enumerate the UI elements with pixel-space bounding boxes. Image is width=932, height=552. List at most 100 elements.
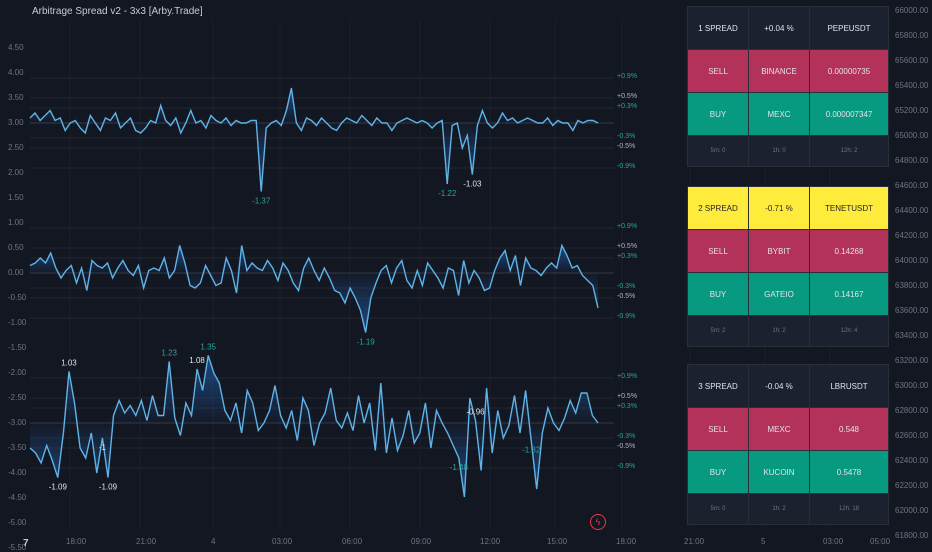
buy-price: 0.000007347 bbox=[809, 92, 889, 136]
spread-line-PEPEUSDT bbox=[29, 87, 599, 192]
sell-price: 0.14268 bbox=[809, 229, 889, 273]
right-axis-tick: 62800.00 bbox=[895, 406, 929, 415]
spread-label: 1 SPREAD bbox=[687, 6, 749, 50]
time-axis-tick: 21:00 bbox=[136, 537, 157, 546]
right-axis-tick: 63400.00 bbox=[895, 331, 929, 340]
level-label: +0.5% bbox=[617, 93, 638, 100]
stat-12h: 12h: 2 bbox=[809, 135, 889, 167]
left-axis-tick: -3.50 bbox=[8, 443, 27, 452]
stat-12h: 12h: 4 bbox=[809, 315, 889, 347]
left-axis-tick: -2.50 bbox=[8, 393, 27, 402]
level-label: -0.3% bbox=[617, 283, 636, 290]
level-label: -0.3% bbox=[617, 133, 636, 140]
stat-12h: 12h: 18 bbox=[809, 493, 889, 525]
table-row: 5m: 0 1h: 0 12h: 2 bbox=[687, 135, 889, 167]
sell-exchange: BYBIT bbox=[748, 229, 810, 273]
level-label: -0.5% bbox=[617, 293, 636, 300]
right-axis-tick: 64600.00 bbox=[895, 181, 929, 190]
right-axis-tick: 62400.00 bbox=[895, 456, 929, 465]
right-axis-tick: 64400.00 bbox=[895, 206, 929, 215]
left-axis-tick: -1.50 bbox=[8, 343, 27, 352]
spread-line-LBRUSDT bbox=[29, 355, 599, 498]
buy-price: 0.14167 bbox=[809, 272, 889, 316]
left-axis-tick: -1.00 bbox=[8, 318, 27, 327]
time-axis-tick: 06:00 bbox=[342, 537, 363, 546]
right-axis-tick: 66000.00 bbox=[895, 6, 929, 15]
right-axis-tick: 61800.00 bbox=[895, 531, 929, 540]
spread-value: -0.71 % bbox=[748, 186, 810, 230]
right-axis-tick: 62600.00 bbox=[895, 431, 929, 440]
table-row: BUY MEXC 0.000007347 bbox=[687, 92, 889, 136]
time-axis-tick: 05:00 bbox=[870, 537, 891, 546]
sell-exchange: MEXC bbox=[748, 407, 810, 451]
table-row: SELL BYBIT 0.14268 bbox=[687, 229, 889, 273]
spread-annotation: -1.32 bbox=[522, 446, 541, 455]
stat-1h: 1h: 0 bbox=[748, 135, 810, 167]
left-axis-tick: 3.00 bbox=[8, 118, 24, 127]
level-label: -0.3% bbox=[617, 433, 636, 440]
spread-annotation: 1.23 bbox=[161, 349, 177, 358]
level-label: +0.5% bbox=[617, 243, 638, 250]
left-axis-tick: 0.50 bbox=[8, 243, 24, 252]
spread-fill-above bbox=[30, 355, 598, 423]
spread-annotation: -1.22 bbox=[438, 189, 457, 198]
spread-fill-below bbox=[30, 273, 598, 333]
spread-fill-below bbox=[30, 423, 598, 497]
time-axis-tick: 09:00 bbox=[411, 537, 432, 546]
table-row: SELL BINANCE 0.00000735 bbox=[687, 49, 889, 93]
left-axis-tick: 4.00 bbox=[8, 68, 24, 77]
left-axis-tick: 1.50 bbox=[8, 193, 24, 202]
spread-annotation: -1.09 bbox=[49, 483, 68, 492]
spread-table-3: 3 SPREAD -0.04 % LBRUSDT SELL MEXC 0.548 BUY KU… bbox=[687, 364, 889, 525]
left-axis-tick: -2.00 bbox=[8, 368, 27, 377]
spread-line-TENETUSDT bbox=[29, 243, 599, 333]
table-row: SELL MEXC 0.548 bbox=[687, 407, 889, 451]
spread-fill-below bbox=[30, 123, 598, 192]
spread-annotation: -1.48 bbox=[450, 463, 469, 472]
left-axis-tick: 3.50 bbox=[8, 93, 24, 102]
buy-price: 0.5478 bbox=[809, 450, 889, 494]
right-axis-tick: 63600.00 bbox=[895, 306, 929, 315]
indicator-title: Arbitrage Spread v2 - 3x3 [Arby.Trade] bbox=[32, 6, 203, 17]
stat-5m: 5m: 0 bbox=[687, 493, 749, 525]
spread-table-2: 2 SPREAD -0.71 % TENETUSDT SELL BYBIT 0.14268… bbox=[687, 186, 889, 347]
table-row: BUY KUCOIN 0.5478 bbox=[687, 450, 889, 494]
spread-annotation: 1.03 bbox=[61, 359, 77, 368]
stat-5m: 5m: 2 bbox=[687, 315, 749, 347]
spread-label: 2 SPREAD bbox=[687, 186, 749, 230]
table-row: 3 SPREAD -0.04 % LBRUSDT bbox=[687, 364, 889, 408]
spread-annotation: -1.19 bbox=[357, 338, 376, 347]
left-axis-tick: 2.00 bbox=[8, 168, 24, 177]
left-axis-tick: -4.50 bbox=[8, 493, 27, 502]
buy-exchange: MEXC bbox=[748, 92, 810, 136]
spread-label: 3 SPREAD bbox=[687, 364, 749, 408]
table-row: 2 SPREAD -0.71 % TENETUSDT bbox=[687, 186, 889, 230]
left-axis-tick: -5.00 bbox=[8, 518, 27, 527]
level-label: +0.9% bbox=[617, 73, 638, 80]
buy-exchange: GATEIO bbox=[748, 272, 810, 316]
level-label: +0.9% bbox=[617, 373, 638, 380]
level-label: -0.5% bbox=[617, 143, 636, 150]
buy-label: BUY bbox=[687, 272, 749, 316]
spread-annotation: -1.03 bbox=[463, 180, 482, 189]
lightning-icon[interactable]: ϟ bbox=[590, 514, 606, 530]
buy-exchange: KUCOIN bbox=[748, 450, 810, 494]
stat-5m: 5m: 0 bbox=[687, 135, 749, 167]
level-label: +0.3% bbox=[617, 403, 638, 410]
spread-annotation: 1.08 bbox=[189, 356, 205, 365]
left-axis-tick: 2.50 bbox=[8, 143, 24, 152]
level-label: -0.9% bbox=[617, 163, 636, 170]
right-axis-tick: 65000.00 bbox=[895, 131, 929, 140]
symbol: TENETUSDT bbox=[809, 186, 889, 230]
time-axis-tick: 03:00 bbox=[823, 537, 844, 546]
right-axis-tick: 63200.00 bbox=[895, 356, 929, 365]
sell-label: SELL bbox=[687, 229, 749, 273]
time-axis-tick: 21:00 bbox=[684, 537, 705, 546]
left-axis-tick: 0.00 bbox=[8, 268, 24, 277]
stat-1h: 1h: 2 bbox=[748, 315, 810, 347]
sell-label: SELL bbox=[687, 49, 749, 93]
right-axis-tick: 65400.00 bbox=[895, 81, 929, 90]
right-axis-tick: 62000.00 bbox=[895, 506, 929, 515]
right-axis-tick: 64200.00 bbox=[895, 231, 929, 240]
